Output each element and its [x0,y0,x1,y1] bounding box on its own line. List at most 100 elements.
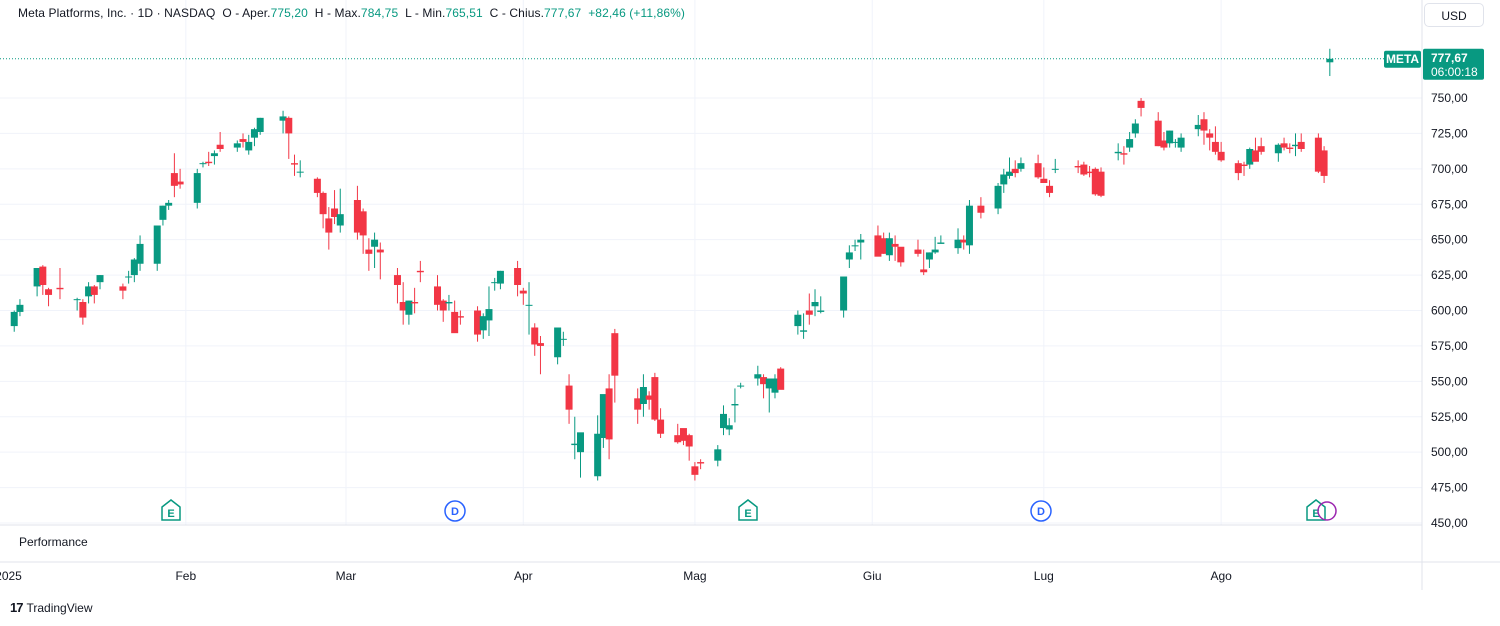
candle [1240,161,1248,176]
candle [536,336,544,375]
candle [250,127,258,147]
candle [10,310,18,332]
candle [737,382,745,389]
candle [233,140,241,152]
candle [16,299,24,317]
svg-text:D: D [1037,506,1045,518]
time-tick-label: 2025 [0,569,22,583]
legend-header: Meta Platforms, Inc. · 1D · NASDAQ O - A… [18,6,685,20]
candle [119,283,127,300]
currency-button[interactable]: USD [1424,3,1484,27]
candle [1114,143,1122,161]
candle [1297,133,1305,152]
candle [130,258,138,283]
candle [657,408,665,438]
price-tick-label: 550,00 [1431,374,1468,388]
price-tick-label: 700,00 [1431,162,1468,176]
candle [931,236,939,254]
candle [880,232,888,254]
price-tick-label: 625,00 [1431,268,1468,282]
candle [937,235,945,244]
candle [605,374,613,460]
earnings-marker[interactable]: E [161,499,181,521]
last-price-value: 777,67 [1431,51,1468,65]
price-axis[interactable]: 450,00 475,00 500,00 525,00 550,00 575,00 600,… [1431,91,1468,530]
candle [165,200,173,210]
brand-name: TradingView [26,600,93,615]
candle [651,372,659,421]
candle [851,239,859,251]
performance-pane-label[interactable]: Performance [19,535,88,549]
svg-text:E: E [744,508,751,520]
candle [56,268,64,300]
time-tick-label: Giu [863,569,882,583]
candle [1274,143,1282,162]
candle [1051,158,1059,174]
candle [1017,157,1025,172]
candle [319,191,327,229]
chart-grid [0,0,1422,525]
candle [811,289,819,317]
time-tick-label: Mar [336,569,357,583]
candle [565,374,573,424]
candle [285,116,293,159]
candle [1280,137,1288,151]
upcoming-event-marker[interactable] [1317,501,1337,521]
candle [891,235,899,261]
candle [153,225,161,271]
candle [760,374,768,399]
last-price-tag [1423,48,1484,80]
candle [136,235,144,271]
candle [559,331,567,346]
candle [920,249,928,276]
open-value: 775,20 [270,6,308,20]
candle [291,154,298,176]
close-label: C - Chius. [489,6,545,20]
candle [445,294,453,311]
earnings-marker[interactable]: E [738,499,758,521]
candle [519,287,527,305]
candle [1160,132,1168,151]
candle [474,306,482,342]
candle [1171,139,1179,148]
candle [1046,180,1054,198]
price-tick-label: 600,00 [1431,304,1468,318]
candle [451,300,459,334]
dividend-marker[interactable]: D [1030,500,1052,522]
candle [39,265,47,295]
candle [1126,132,1134,152]
symbol-info[interactable]: Meta Platforms, Inc. · 1D · NASDAQ [18,6,216,20]
candle [1097,167,1105,198]
candle [371,232,379,268]
price-tick-label: 475,00 [1431,481,1468,495]
candle [90,285,98,304]
candle [393,268,401,304]
high-label: H - Max. [314,6,361,20]
ticker-tag [1384,50,1421,68]
candle [845,245,853,268]
time-axis[interactable]: 2025 Feb Mar Apr Mag Giu Lug Ago [0,569,1232,583]
candle [193,168,201,209]
candle [897,246,905,267]
candle [925,252,933,268]
candle [411,287,419,314]
candle [1211,126,1219,155]
candle [159,205,167,226]
candle [765,378,773,413]
svg-text:E: E [1312,508,1319,520]
candle [79,299,87,325]
candle [1080,161,1088,176]
candle [531,323,539,356]
candle [1074,160,1082,174]
candle [1194,115,1202,137]
candle [977,197,985,219]
candle [1177,133,1185,152]
dividend-marker[interactable]: D [444,500,466,522]
price-tick-label: 675,00 [1431,197,1468,211]
candle [336,188,344,233]
candle [256,117,264,135]
tradingview-logo[interactable]: 17 TradingView [10,600,93,615]
candle [994,183,1002,215]
